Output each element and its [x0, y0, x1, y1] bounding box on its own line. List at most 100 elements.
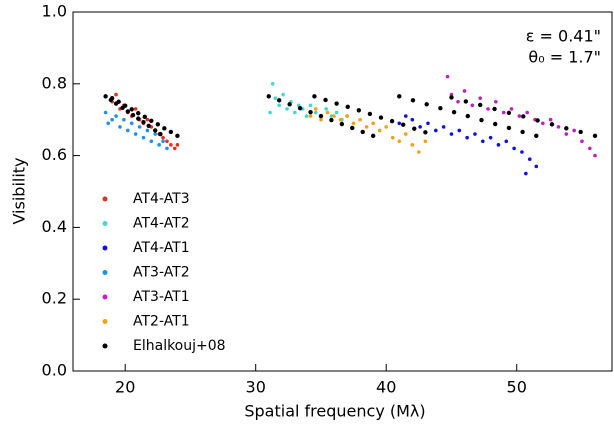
legend-marker — [102, 270, 108, 275]
point — [535, 118, 540, 123]
point — [345, 104, 350, 109]
point — [423, 139, 428, 144]
point — [109, 95, 115, 101]
point — [410, 117, 415, 122]
point — [129, 107, 134, 112]
point — [308, 109, 313, 115]
point — [142, 114, 147, 120]
annotation: θ₀ = 1.7" — [528, 48, 601, 67]
point — [145, 117, 150, 122]
point — [470, 103, 475, 108]
point — [114, 114, 118, 118]
point — [116, 99, 121, 104]
legend-label: AT3-AT1 — [133, 289, 190, 305]
point — [356, 108, 362, 113]
point — [424, 102, 429, 107]
point — [308, 114, 313, 118]
point — [465, 135, 469, 140]
point — [319, 117, 323, 122]
point — [103, 110, 108, 115]
point — [110, 117, 114, 122]
point — [364, 125, 369, 129]
point — [332, 114, 336, 118]
y-axis-label: Visibility — [10, 157, 29, 224]
point — [504, 139, 509, 144]
point — [360, 129, 365, 135]
point — [580, 139, 584, 144]
point — [277, 103, 282, 108]
point — [397, 139, 402, 144]
x-tick-label: 50 — [507, 378, 527, 397]
point — [293, 110, 297, 115]
point — [146, 123, 151, 129]
point — [153, 128, 158, 133]
point — [494, 99, 498, 104]
point — [129, 121, 134, 126]
point — [479, 117, 484, 123]
point — [434, 128, 438, 133]
point — [334, 101, 339, 106]
point — [175, 133, 180, 139]
point — [488, 135, 493, 140]
point — [287, 102, 292, 107]
point — [400, 122, 406, 127]
y-tick-label: 0.6 — [42, 145, 67, 164]
legend-label: AT3-AT2 — [133, 265, 190, 281]
point — [281, 92, 285, 97]
point — [308, 103, 313, 108]
point — [593, 153, 597, 158]
point — [137, 125, 142, 129]
point — [350, 125, 355, 131]
legend-label: AT4-AT2 — [133, 216, 190, 232]
point — [496, 143, 501, 147]
point — [106, 121, 111, 126]
point — [473, 132, 477, 136]
point — [273, 96, 278, 100]
point — [403, 114, 408, 118]
point — [338, 117, 343, 122]
point — [588, 146, 592, 151]
point — [162, 126, 167, 131]
point — [451, 109, 457, 115]
legend-marker — [102, 319, 108, 324]
point — [161, 139, 165, 144]
point — [371, 121, 375, 126]
point — [397, 121, 402, 126]
point — [389, 118, 395, 124]
point — [410, 143, 415, 147]
point — [478, 96, 482, 100]
point — [133, 132, 138, 136]
point — [521, 114, 526, 119]
x-tick-label: 30 — [246, 378, 266, 397]
point — [334, 110, 339, 115]
point — [426, 121, 430, 126]
point — [412, 126, 417, 131]
point — [155, 122, 161, 127]
y-tick-label: 0.8 — [42, 73, 67, 92]
point — [506, 125, 512, 131]
point — [486, 107, 490, 111]
point — [133, 107, 138, 111]
point — [172, 146, 177, 151]
legend-label: Elhalkouj+08 — [133, 338, 226, 354]
point — [438, 106, 443, 111]
point — [592, 133, 598, 139]
point — [465, 113, 470, 119]
point — [325, 110, 330, 115]
point — [297, 106, 303, 111]
legend-marker — [102, 221, 108, 226]
point — [441, 125, 446, 129]
point — [324, 107, 328, 111]
point — [377, 128, 382, 133]
point — [123, 103, 128, 108]
point — [122, 117, 126, 122]
point — [423, 130, 428, 135]
point — [145, 128, 150, 133]
point — [313, 110, 318, 115]
point — [449, 95, 454, 100]
point — [520, 129, 525, 135]
point — [318, 113, 324, 119]
point — [524, 171, 528, 176]
point — [417, 150, 421, 154]
